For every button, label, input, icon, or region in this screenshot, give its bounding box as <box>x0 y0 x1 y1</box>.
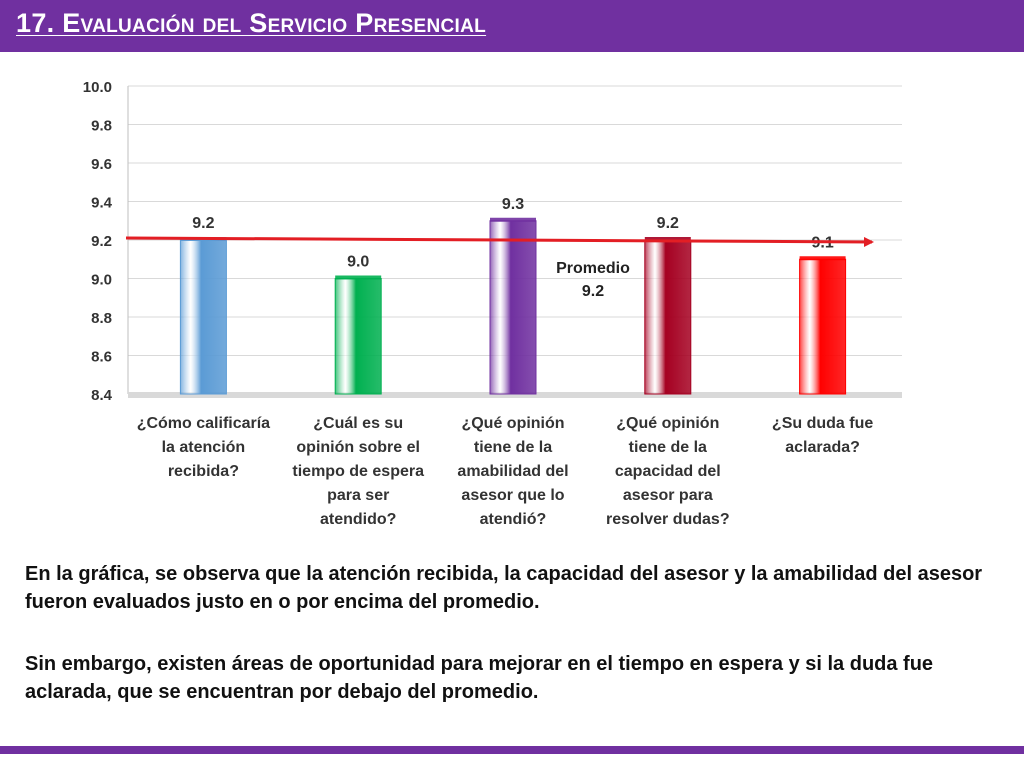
average-value-label: 9.2 <box>582 283 604 300</box>
bar-4 <box>644 239 692 395</box>
y-tick-label: 9.0 <box>91 272 112 289</box>
average-label: Promedio <box>556 260 630 277</box>
x-category-label: opinión sobre el <box>296 439 420 456</box>
x-category-label: capacidad del <box>615 463 721 480</box>
y-tick-label: 8.8 <box>91 310 112 327</box>
x-category-label: para ser <box>327 487 389 504</box>
x-category-label: ¿Cuál es su <box>313 415 403 432</box>
x-category-label: amabilidad del <box>457 463 568 480</box>
bar-cap <box>490 217 536 222</box>
x-category-label: resolver dudas? <box>606 511 730 528</box>
y-tick-label: 8.4 <box>91 387 113 404</box>
data-label: 9.3 <box>502 196 524 213</box>
x-category-label: tiene de la <box>474 439 552 456</box>
data-label: 9.2 <box>192 215 214 232</box>
x-category-label: la atención <box>162 439 246 456</box>
x-category-label: tiempo de espera <box>292 463 424 480</box>
bar-1 <box>179 239 227 395</box>
bar-cap <box>335 275 382 280</box>
x-category-label: aclarada? <box>785 439 860 456</box>
analysis-paragraph-2: Sin embargo, existen áreas de oportunida… <box>25 653 934 703</box>
y-tick-label: 9.8 <box>91 118 112 135</box>
y-tick-label: 8.6 <box>91 349 112 366</box>
x-category-label: ¿Su duda fue <box>772 415 873 432</box>
bar-cap <box>644 237 691 241</box>
y-tick-label: 9.4 <box>91 195 113 212</box>
x-category-label: atendido? <box>320 511 396 528</box>
data-label: 9.2 <box>657 215 679 232</box>
analysis-paragraph-1: En la gráfica, se observa que la atenció… <box>25 563 983 613</box>
x-category-label: ¿Qué opinión <box>461 415 564 432</box>
x-category-label: asesor que lo <box>461 487 564 504</box>
x-category-label: atendió? <box>480 511 547 528</box>
x-category-label: recibida? <box>168 463 239 480</box>
header-bar: 17. Evaluación del Servicio Presencial <box>0 0 1024 52</box>
bar-3 <box>489 220 537 395</box>
x-category-label: asesor para <box>623 487 713 504</box>
x-category-label: ¿Cómo calificaría <box>137 415 270 432</box>
average-line <box>125 236 874 247</box>
y-tick-label: 9.2 <box>91 233 112 250</box>
footer-bar <box>0 746 1024 754</box>
y-tick-label: 10.0 <box>83 79 112 96</box>
bar-chart: 10.0 9.8 9.6 9.4 9.2 9.0 8.8 8.6 8.4 9.2 ¿Cómo ca… <box>83 79 902 528</box>
bar-cap <box>799 256 846 261</box>
bar-2 <box>334 278 382 395</box>
data-label: 9.0 <box>347 254 369 271</box>
x-category-label: tiene de la <box>629 439 707 456</box>
y-tick-label: 9.6 <box>91 156 112 173</box>
bar-5 <box>799 258 847 395</box>
slide-title: 17. Evaluación del Servicio Presencial <box>16 8 487 38</box>
x-category-label: ¿Qué opinión <box>616 415 719 432</box>
x-axis-floor <box>128 392 902 398</box>
